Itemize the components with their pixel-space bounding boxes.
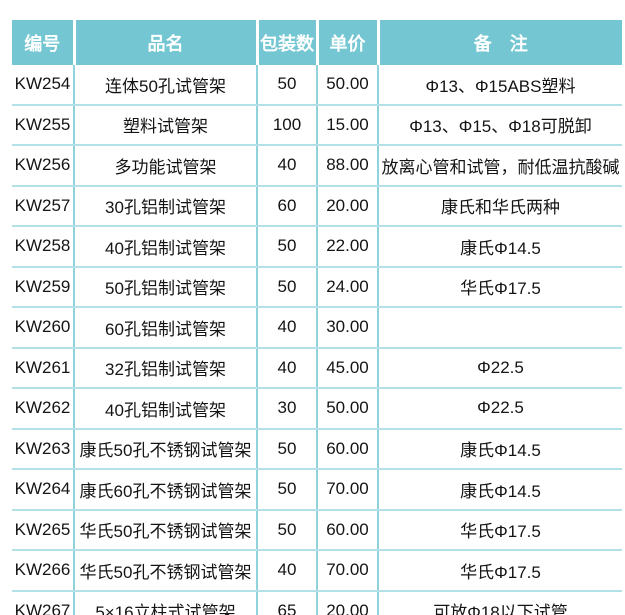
cell-unit-price: 60.00 [316,509,378,551]
cell-code: KW259 [12,266,74,308]
cell-pack-qty: 30 [256,388,317,430]
cell-name: 32孔铝制试管架 [73,347,257,389]
cell-pack-qty: 50 [256,469,317,511]
cell-name: 40孔铝制试管架 [73,226,257,268]
cell-code: KW258 [12,226,74,268]
cell-name: 30孔铝制试管架 [73,185,257,227]
cell-name: 塑料试管架 [73,104,257,146]
cell-remarks: 康氏Φ14.5 [377,226,622,268]
cell-code: KW256 [12,145,74,187]
cell-unit-price: 60.00 [316,428,378,470]
cell-pack-qty: 100 [256,104,317,146]
cell-name: 40孔铝制试管架 [73,388,257,430]
header-cell-remarks: 备 注 [376,20,622,65]
cell-unit-price: 88.00 [316,145,378,187]
table-row: KW267 5×16立柱式试管架 65 20.00 可放Φ18以下试管 [12,590,622,615]
cell-name: 连体50孔试管架 [73,65,257,106]
cell-unit-price: 50.00 [316,65,378,106]
cell-pack-qty: 40 [256,307,317,349]
cell-unit-price: 22.00 [316,226,378,268]
cell-name: 华氏50孔不锈钢试管架 [73,550,257,592]
cell-pack-qty: 50 [256,509,317,551]
cell-code: KW255 [12,104,74,146]
table-row: KW263 康氏50孔不锈钢试管架 50 60.00 康氏Φ14.5 [12,428,622,470]
table-row: KW254 连体50孔试管架 50 50.00 Φ13、Φ15ABS塑料 [12,65,622,106]
cell-remarks: 可放Φ18以下试管 [377,590,622,615]
table-row: KW257 30孔铝制试管架 60 20.00 康氏和华氏两种 [12,185,622,227]
cell-remarks: Φ13、Φ15、Φ18可脱卸 [377,104,622,146]
cell-remarks: 放离心管和试管，耐低温抗酸碱 [377,145,622,187]
cell-unit-price: 24.00 [316,266,378,308]
cell-pack-qty: 40 [256,145,317,187]
table-row: KW258 40孔铝制试管架 50 22.00 康氏Φ14.5 [12,226,622,268]
cell-remarks: 华氏Φ17.5 [377,509,622,551]
cell-name: 50孔铝制试管架 [73,266,257,308]
header-cell-name: 品名 [72,20,257,65]
price-table: 编号 品名 包装数 单价 备 注 KW254 连体50孔试管架 50 50.00 Φ13… [12,20,622,615]
cell-unit-price: 20.00 [316,590,378,615]
cell-name: 60孔铝制试管架 [73,307,257,349]
table-row: KW265 华氏50孔不锈钢试管架 50 60.00 华氏Φ17.5 [12,509,622,551]
cell-remarks: Φ22.5 [377,388,622,430]
cell-code: KW263 [12,428,74,470]
cell-pack-qty: 50 [256,266,317,308]
cell-unit-price: 15.00 [316,104,378,146]
cell-pack-qty: 50 [256,65,317,106]
table-row: KW255 塑料试管架 100 15.00 Φ13、Φ15、Φ18可脱卸 [12,104,622,146]
cell-remarks: 康氏Φ14.5 [377,469,622,511]
cell-unit-price: 45.00 [316,347,378,389]
cell-pack-qty: 50 [256,226,317,268]
cell-remarks: 康氏Φ14.5 [377,428,622,470]
cell-remarks: 华氏Φ17.5 [377,550,622,592]
cell-code: KW264 [12,469,74,511]
cell-pack-qty: 40 [256,550,317,592]
cell-remarks: 华氏Φ17.5 [377,266,622,308]
cell-unit-price: 70.00 [316,469,378,511]
header-cell-unit-price: 单价 [315,20,378,65]
cell-code: KW260 [12,307,74,349]
table-row: KW260 60孔铝制试管架 40 30.00 [12,307,622,349]
cell-pack-qty: 50 [256,428,317,470]
cell-code: KW254 [12,65,74,106]
table-header-row: 编号 品名 包装数 单价 备 注 [12,20,622,65]
table-row: KW264 康氏60孔不锈钢试管架 50 70.00 康氏Φ14.5 [12,469,622,511]
cell-code: KW266 [12,550,74,592]
table-row: KW261 32孔铝制试管架 40 45.00 Φ22.5 [12,347,622,389]
cell-name: 康氏50孔不锈钢试管架 [73,428,257,470]
cell-name: 华氏50孔不锈钢试管架 [73,509,257,551]
cell-unit-price: 20.00 [316,185,378,227]
cell-name: 多功能试管架 [73,145,257,187]
cell-pack-qty: 65 [256,590,317,615]
cell-pack-qty: 60 [256,185,317,227]
cell-name: 5×16立柱式试管架 [73,590,257,615]
cell-remarks: Φ13、Φ15ABS塑料 [377,65,622,106]
cell-unit-price: 50.00 [316,388,378,430]
cell-remarks: Φ22.5 [377,347,622,389]
cell-name: 康氏60孔不锈钢试管架 [73,469,257,511]
table-row: KW266 华氏50孔不锈钢试管架 40 70.00 华氏Φ17.5 [12,550,622,592]
cell-code: KW265 [12,509,74,551]
cell-code: KW257 [12,185,74,227]
table-row: KW262 40孔铝制试管架 30 50.00 Φ22.5 [12,388,622,430]
cell-remarks [377,307,622,349]
table-row: KW256 多功能试管架 40 88.00 放离心管和试管，耐低温抗酸碱 [12,145,622,187]
header-cell-code: 编号 [12,20,74,65]
cell-code: KW262 [12,388,74,430]
cell-code: KW267 [12,590,74,615]
cell-code: KW261 [12,347,74,389]
cell-unit-price: 30.00 [316,307,378,349]
cell-unit-price: 70.00 [316,550,378,592]
table-row: KW259 50孔铝制试管架 50 24.00 华氏Φ17.5 [12,266,622,308]
header-cell-pack-qty: 包装数 [255,20,317,65]
cell-remarks: 康氏和华氏两种 [377,185,622,227]
cell-pack-qty: 40 [256,347,317,389]
